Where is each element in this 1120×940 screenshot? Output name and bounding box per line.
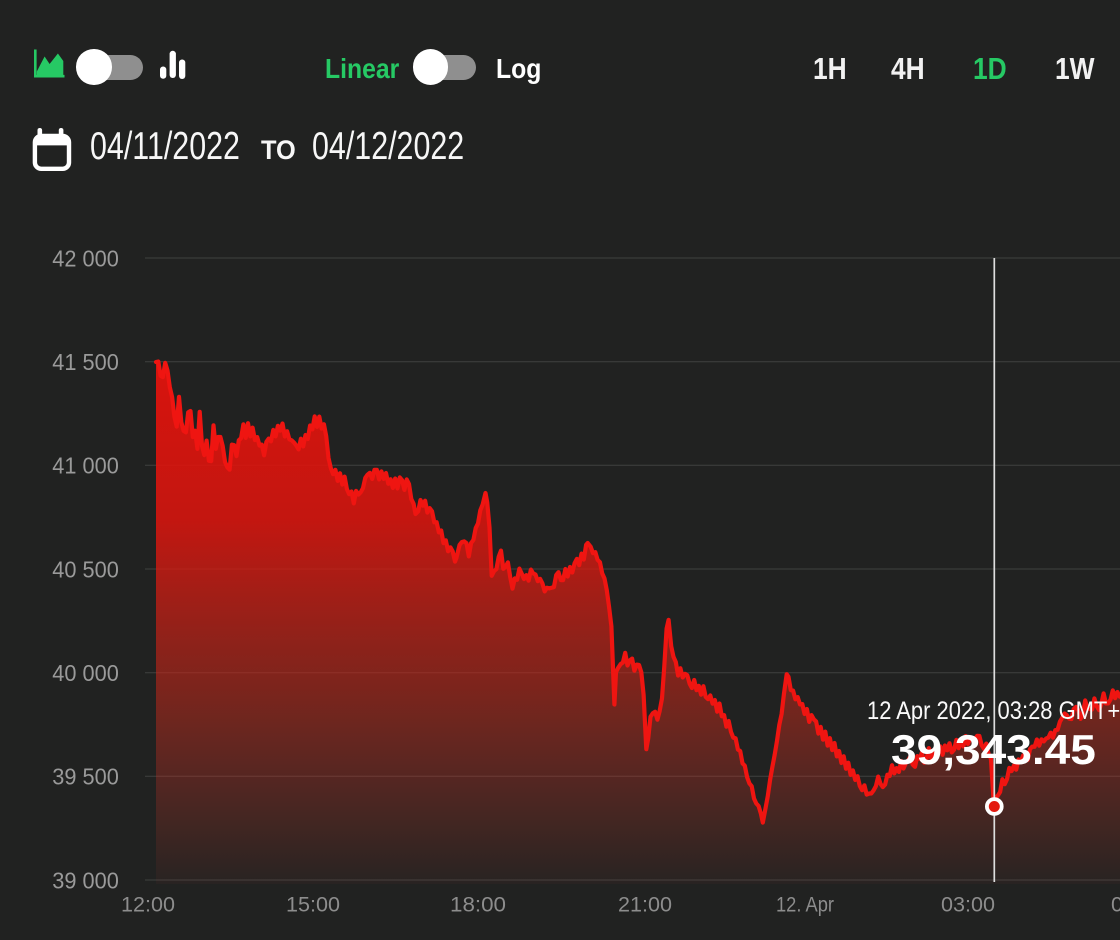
svg-text:40 000: 40 000 [52, 660, 119, 686]
svg-text:39 000: 39 000 [52, 867, 119, 893]
svg-text:41 000: 41 000 [52, 453, 119, 479]
svg-text:06:00: 06:00 [1111, 892, 1120, 916]
svg-text:03:00: 03:00 [941, 892, 995, 916]
svg-text:21:00: 21:00 [618, 892, 672, 916]
svg-text:39 500: 39 500 [52, 764, 119, 790]
svg-text:40 500: 40 500 [52, 556, 119, 582]
svg-text:15:00: 15:00 [286, 892, 340, 916]
svg-text:12. Apr: 12. Apr [776, 892, 834, 916]
svg-text:42 000: 42 000 [52, 245, 119, 271]
svg-text:12:00: 12:00 [121, 892, 175, 916]
svg-text:18:00: 18:00 [450, 892, 506, 916]
svg-text:41 500: 41 500 [52, 349, 119, 375]
